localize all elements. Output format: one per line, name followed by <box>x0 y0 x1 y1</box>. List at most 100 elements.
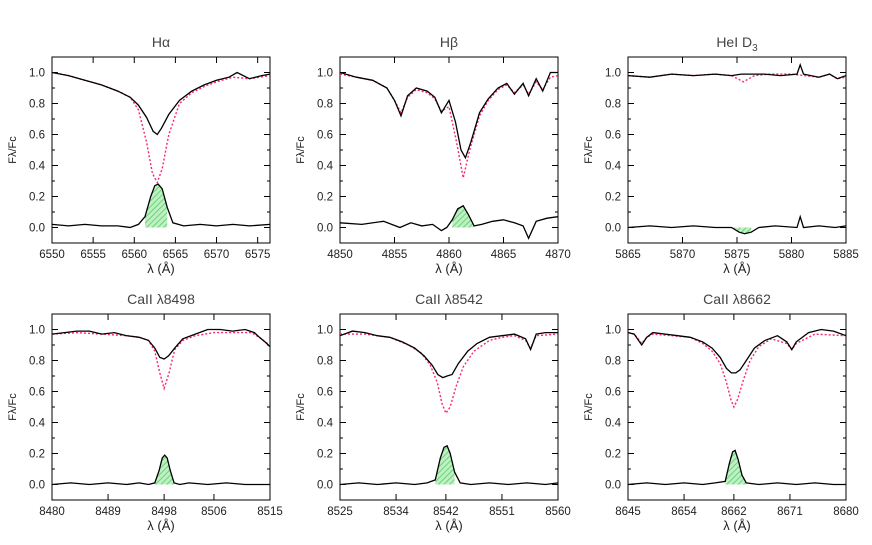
x-tick-label: 5865 <box>615 249 641 261</box>
x-tick-label: 4860 <box>436 249 462 261</box>
emission-fill <box>435 445 455 485</box>
y-tick-label: 0.4 <box>317 418 334 430</box>
y-tick-label: 1.0 <box>29 68 45 80</box>
subtracted-spectrum-line <box>628 449 846 486</box>
x-tick-label: 6555 <box>80 249 106 261</box>
x-axis-label: λ (Å) <box>435 261 462 276</box>
panel-5: 0.0 0.2 0.4 0.6 0.8 1.0 8525 8534 8542 8551 8560 Ca… <box>295 291 571 533</box>
emission-fill <box>145 184 168 228</box>
x-axis-label: λ (Å) <box>147 518 174 533</box>
x-tick-label: 8515 <box>257 506 283 518</box>
synthetic-spectrum-line <box>628 331 846 409</box>
emission-fill <box>452 205 475 228</box>
x-tick-label: 8560 <box>545 506 571 518</box>
y-axis-label: Fλ/Fc <box>295 393 307 421</box>
y-tick-label: 0.2 <box>605 449 621 461</box>
y-tick-label: 0.2 <box>29 192 45 204</box>
observed-spectrum-line <box>340 71 558 160</box>
panel-title: Hβ <box>440 34 458 50</box>
subtracted-spectrum-line <box>52 183 270 229</box>
y-tick-label: 0.6 <box>605 130 621 142</box>
y-tick-label: 0.0 <box>29 223 45 235</box>
subtracted-spectrum-line <box>628 214 846 235</box>
x-tick-label: 4855 <box>382 249 408 261</box>
y-tick-label: 0.2 <box>317 192 333 204</box>
plot-frame <box>339 56 559 244</box>
x-tick-label: 8480 <box>39 506 65 518</box>
y-tick-label: 1.0 <box>605 325 621 337</box>
y-tick-label: 0.8 <box>605 99 621 111</box>
x-axis-label: λ (Å) <box>147 261 174 276</box>
subtracted-spectrum-line <box>340 204 558 240</box>
x-tick-label: 8645 <box>615 506 641 518</box>
observed-spectrum-line <box>340 330 558 379</box>
y-tick-label: 0.4 <box>317 161 334 173</box>
x-tick-label: 5880 <box>779 249 805 261</box>
y-tick-label: 0.4 <box>605 161 622 173</box>
y-axis-label: Fλ/Fc <box>295 136 307 164</box>
subtracted-spectrum-line <box>340 444 558 486</box>
x-tick-label: 6565 <box>163 249 189 261</box>
x-tick-label: 4870 <box>545 249 571 261</box>
y-tick-label: 0.8 <box>605 356 621 368</box>
x-axis-label: λ (Å) <box>723 518 750 533</box>
y-tick-label: 0.6 <box>317 130 333 142</box>
y-tick-label: 1.0 <box>317 325 333 337</box>
x-tick-label: 8551 <box>489 506 515 518</box>
y-tick-label: 0.0 <box>605 223 621 235</box>
x-tick-label: 8671 <box>777 506 803 518</box>
y-tick-label: 0.6 <box>29 130 45 142</box>
emission-fill <box>725 450 747 485</box>
x-tick-label: 8662 <box>721 506 747 518</box>
synthetic-spectrum-line <box>52 71 270 185</box>
emission-fill <box>154 455 175 485</box>
panel-title: CaII λ8662 <box>703 291 771 307</box>
y-tick-label: 1.0 <box>29 325 45 337</box>
y-tick-label: 0.8 <box>29 99 45 111</box>
x-tick-label: 8654 <box>671 506 697 518</box>
y-tick-label: 0.8 <box>317 356 333 368</box>
y-axis-label: Fλ/Fc <box>7 136 19 164</box>
synthetic-spectrum-line <box>52 331 270 391</box>
x-tick-label: 6570 <box>204 249 230 261</box>
observed-spectrum-line <box>52 71 270 136</box>
panel-title: Hα <box>152 34 170 50</box>
plot-frame <box>627 56 847 244</box>
y-tick-label: 0.0 <box>605 480 621 492</box>
x-tick-label: 8525 <box>327 506 353 518</box>
x-tick-label: 4850 <box>327 249 353 261</box>
panel-title: CaII λ8542 <box>415 291 483 307</box>
panel-1: 0.0 0.2 0.4 0.6 0.8 1.0 6550 6555 6560 6565 6570 65… <box>7 34 271 276</box>
subtracted-spectrum-line <box>52 454 270 486</box>
panel-title: CaII λ8498 <box>127 291 195 307</box>
y-tick-label: 0.4 <box>29 418 46 430</box>
y-axis-label: Fλ/Fc <box>7 393 19 421</box>
y-tick-label: 0.6 <box>317 387 333 399</box>
x-tick-label: 5885 <box>833 249 859 261</box>
observed-spectrum-line <box>628 62 846 80</box>
y-tick-label: 1.0 <box>605 68 621 80</box>
x-axis-label: λ (Å) <box>435 518 462 533</box>
y-axis-label: Fλ/Fc <box>583 393 595 421</box>
y-tick-label: 0.2 <box>605 192 621 204</box>
x-tick-label: 8489 <box>95 506 121 518</box>
y-tick-label: 0.0 <box>317 480 333 492</box>
x-tick-label: 5875 <box>724 249 750 261</box>
x-tick-label: 6575 <box>245 249 271 261</box>
panel-2: 0.0 0.2 0.4 0.6 0.8 1.0 4850 4855 4860 4865 4870 Hβ… <box>295 34 571 276</box>
x-tick-label: 8680 <box>833 506 859 518</box>
y-tick-label: 1.0 <box>317 68 333 80</box>
x-tick-label: 8542 <box>433 506 459 518</box>
panel-4: 0.0 0.2 0.4 0.6 0.8 1.0 8480 8489 8498 8506 8515 Ca… <box>7 291 283 533</box>
x-tick-label: 8498 <box>151 506 177 518</box>
x-tick-label: 5870 <box>670 249 696 261</box>
x-tick-label: 4865 <box>491 249 517 261</box>
panel-title: HeI D3 <box>716 34 758 54</box>
panel-6: 0.0 0.2 0.4 0.6 0.8 1.0 8645 8654 8662 8671 8680 Ca… <box>583 291 859 533</box>
y-tick-label: 0.0 <box>317 223 333 235</box>
observed-spectrum-line <box>52 328 270 360</box>
y-tick-label: 0.4 <box>29 161 46 173</box>
y-tick-label: 0.2 <box>317 449 333 461</box>
y-tick-label: 0.6 <box>605 387 621 399</box>
